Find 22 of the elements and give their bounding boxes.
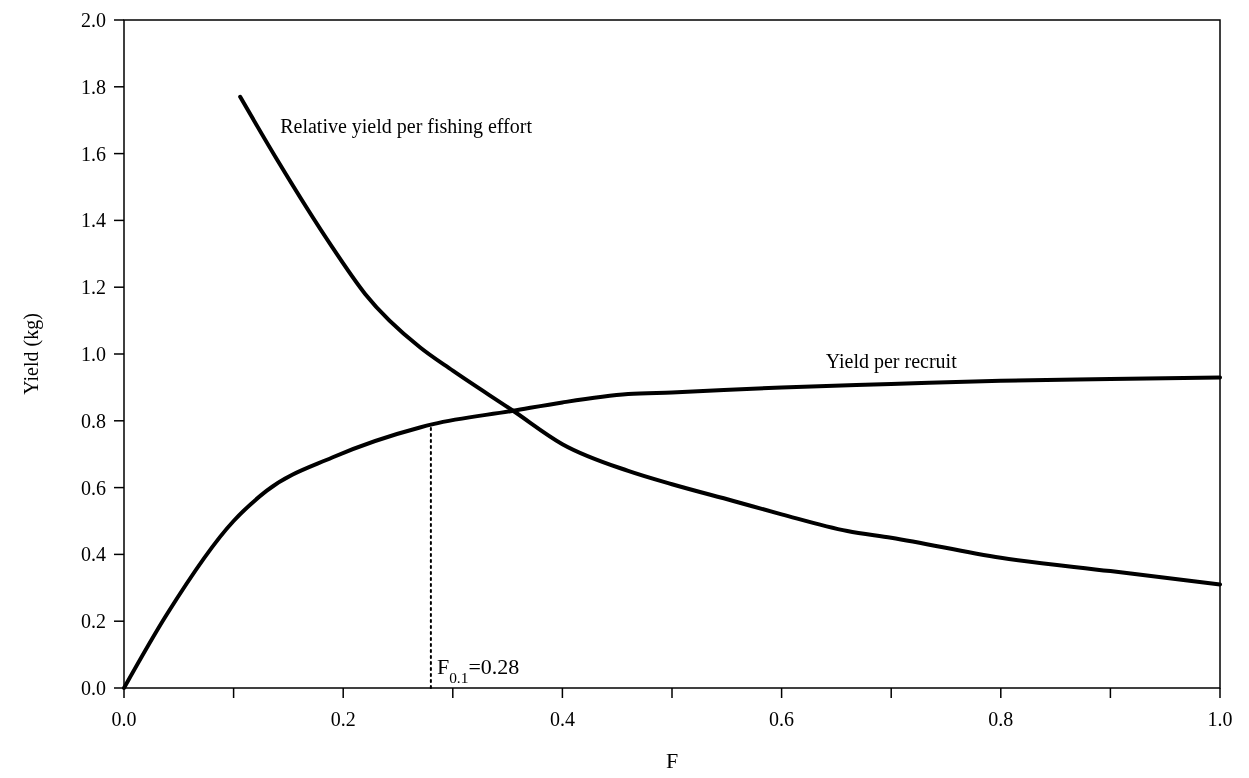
y-tick-label: 1.8 — [81, 75, 106, 98]
y-tick-label: 0.4 — [81, 543, 106, 566]
y-tick-label: 0.6 — [81, 476, 106, 499]
y-tick-label: 0.0 — [81, 677, 106, 699]
y-tick-label: 2.0 — [81, 9, 106, 31]
series-label: Relative yield per fishing effort — [280, 114, 533, 138]
x-axis-title: F — [665, 748, 679, 773]
x-tick-label: 0.0 — [111, 708, 137, 730]
y-tick-label: 1.0 — [81, 343, 106, 365]
y-tick-label: 1.4 — [81, 209, 106, 232]
y-axis-title: Yield (kg) — [20, 313, 43, 395]
x-tick-label: 1.0 — [1207, 708, 1233, 730]
series-label: Yield per recruit — [825, 350, 958, 374]
x-tick-label: 0.8 — [988, 708, 1014, 730]
x-tick-label: 0.2 — [330, 708, 356, 730]
y-tick-label: 1.6 — [81, 142, 106, 165]
x-tick-label: 0.6 — [769, 708, 795, 730]
y-tick-label: 0.2 — [81, 610, 106, 633]
y-tick-label: 0.8 — [81, 409, 106, 432]
y-tick-label: 1.2 — [81, 276, 106, 299]
annotation: F$_{0.1}$=0.28 — [436, 654, 520, 686]
x-tick-label: 0.4 — [549, 708, 575, 730]
